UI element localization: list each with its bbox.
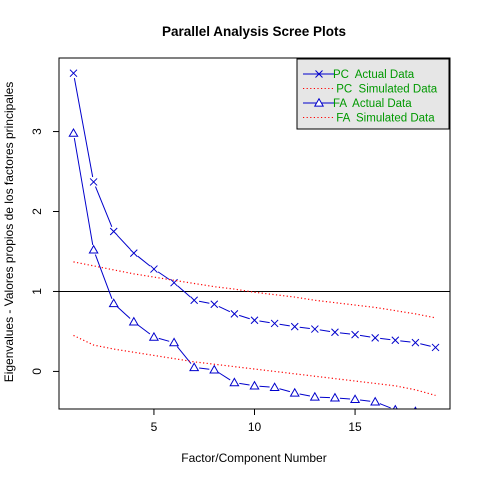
data-point [371,333,380,342]
y-axis-label: Eigenvalues - Valores propios de los fac… [2,82,16,383]
data-point [391,336,400,345]
plot-area: 5 10 15 0 1 2 3 [30,69,450,434]
data-point [148,331,159,341]
y-tick-label: 1 [30,288,44,295]
series-0 [69,69,440,352]
data-point [289,387,300,397]
legend: PC Actual Data PC Simulated Data FA Actua… [296,58,450,130]
data-point [69,69,78,78]
data-point [150,265,158,273]
x-axis-label: Factor/Component Number [181,451,326,465]
data-point [411,338,420,347]
data-point [210,300,219,309]
data-point [331,328,339,337]
y-tick-label: 3 [30,128,44,135]
series-line [73,78,431,347]
series-3 [73,334,436,396]
data-point [269,382,280,392]
data-point [168,337,180,347]
data-layer [59,69,450,409]
legend-label: FA Simulated Data [333,113,435,125]
legend-entry: PC Simulated Data [303,84,438,96]
legend-label: PC Simulated Data [333,84,438,96]
data-point [109,227,118,236]
x-tick-label: 15 [348,420,362,434]
legend-label: FA Actual Data [333,98,412,110]
data-point [128,316,139,326]
y-tick-label: 2 [30,208,44,215]
data-point [68,127,79,137]
series-2 [68,127,436,409]
data-point [431,343,440,352]
plot-frame [58,57,451,410]
y-tick-label: 0 [30,368,44,375]
legend-marker [315,70,323,78]
legend-entry: FA Actual Data [303,97,412,110]
legend-entry: FA Simulated Data [303,113,435,125]
legend-marker [313,97,325,107]
data-point [310,325,319,333]
data-point [351,330,359,339]
data-point [350,394,361,404]
data-point [88,244,99,254]
x-tick-label: 5 [151,420,158,434]
data-point [270,319,279,328]
series-line [73,334,436,396]
data-point [309,391,320,401]
data-point [108,298,119,308]
legend-entry: PC Actual Data [303,69,415,81]
data-point [89,178,98,186]
data-point [290,322,299,331]
data-point [230,310,239,318]
data-point [209,364,220,374]
series-line [73,138,391,409]
data-point [229,377,240,387]
data-point [250,316,259,325]
chart-title: Parallel Analysis Scree Plots [162,24,346,39]
series-1 [73,261,436,319]
data-point [190,296,199,305]
data-point [329,392,341,402]
data-point [189,362,200,372]
series-line [73,261,436,319]
x-tick-label: 10 [248,420,262,434]
data-point [392,404,398,409]
data-point [129,249,138,257]
data-point [370,396,381,406]
data-point [249,380,260,390]
legend-label: PC Actual Data [333,69,415,81]
